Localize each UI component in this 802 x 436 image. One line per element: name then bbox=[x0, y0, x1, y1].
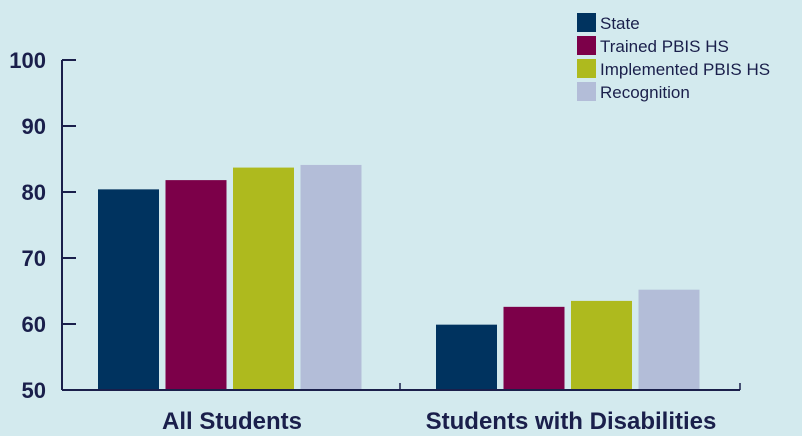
bar-1-1: Trained PBIS HS: 62.6 bbox=[503, 306, 565, 390]
legend-swatch-0 bbox=[577, 13, 596, 32]
legend-label-2: Implemented PBIS HS bbox=[600, 60, 770, 79]
y-tick-labels: 50 60 70 80 90 100 bbox=[9, 48, 46, 403]
y-tick-label-90: 90 bbox=[22, 114, 46, 139]
axes-group bbox=[61, 59, 741, 391]
bar-2-0: Implemented PBIS HS: 83.7 bbox=[233, 167, 294, 390]
legend-label-1: Trained PBIS HS bbox=[600, 37, 729, 56]
bar-3-1: Recognition: 65.2 bbox=[638, 289, 700, 390]
legend-swatch-1 bbox=[577, 36, 596, 55]
bar-0-0: State: 80.4 bbox=[98, 189, 159, 390]
bar-0-1: State: 59.9 bbox=[436, 324, 497, 390]
y-tick-label-100: 100 bbox=[9, 48, 46, 73]
bars-group: State: 80.4 State: 59.9 Trained PBIS HS: 8… bbox=[98, 164, 700, 390]
legend-swatch-2 bbox=[577, 59, 596, 78]
category-label-1: Students with Disabilities bbox=[426, 408, 717, 435]
x-category-labels: All Students Students with Disabilities bbox=[162, 408, 716, 435]
legend-swatch-3 bbox=[577, 82, 596, 101]
bar-2-1: Implemented PBIS HS: 63.5 bbox=[571, 300, 632, 390]
bar-3-0: Recognition: 84.1 bbox=[300, 164, 362, 390]
y-tick-label-80: 80 bbox=[22, 180, 46, 205]
category-label-0: All Students bbox=[162, 408, 302, 435]
legend-label-0: State bbox=[600, 14, 640, 33]
bar-1-0: Trained PBIS HS: 81.8 bbox=[165, 180, 227, 390]
legend-label-3: Recognition bbox=[600, 83, 690, 102]
legend: State Trained PBIS HS Implemented PBIS HS R… bbox=[577, 13, 770, 102]
y-tick-label-50: 50 bbox=[22, 378, 46, 403]
y-tick-label-70: 70 bbox=[22, 246, 46, 271]
y-tick-label-60: 60 bbox=[22, 312, 46, 337]
